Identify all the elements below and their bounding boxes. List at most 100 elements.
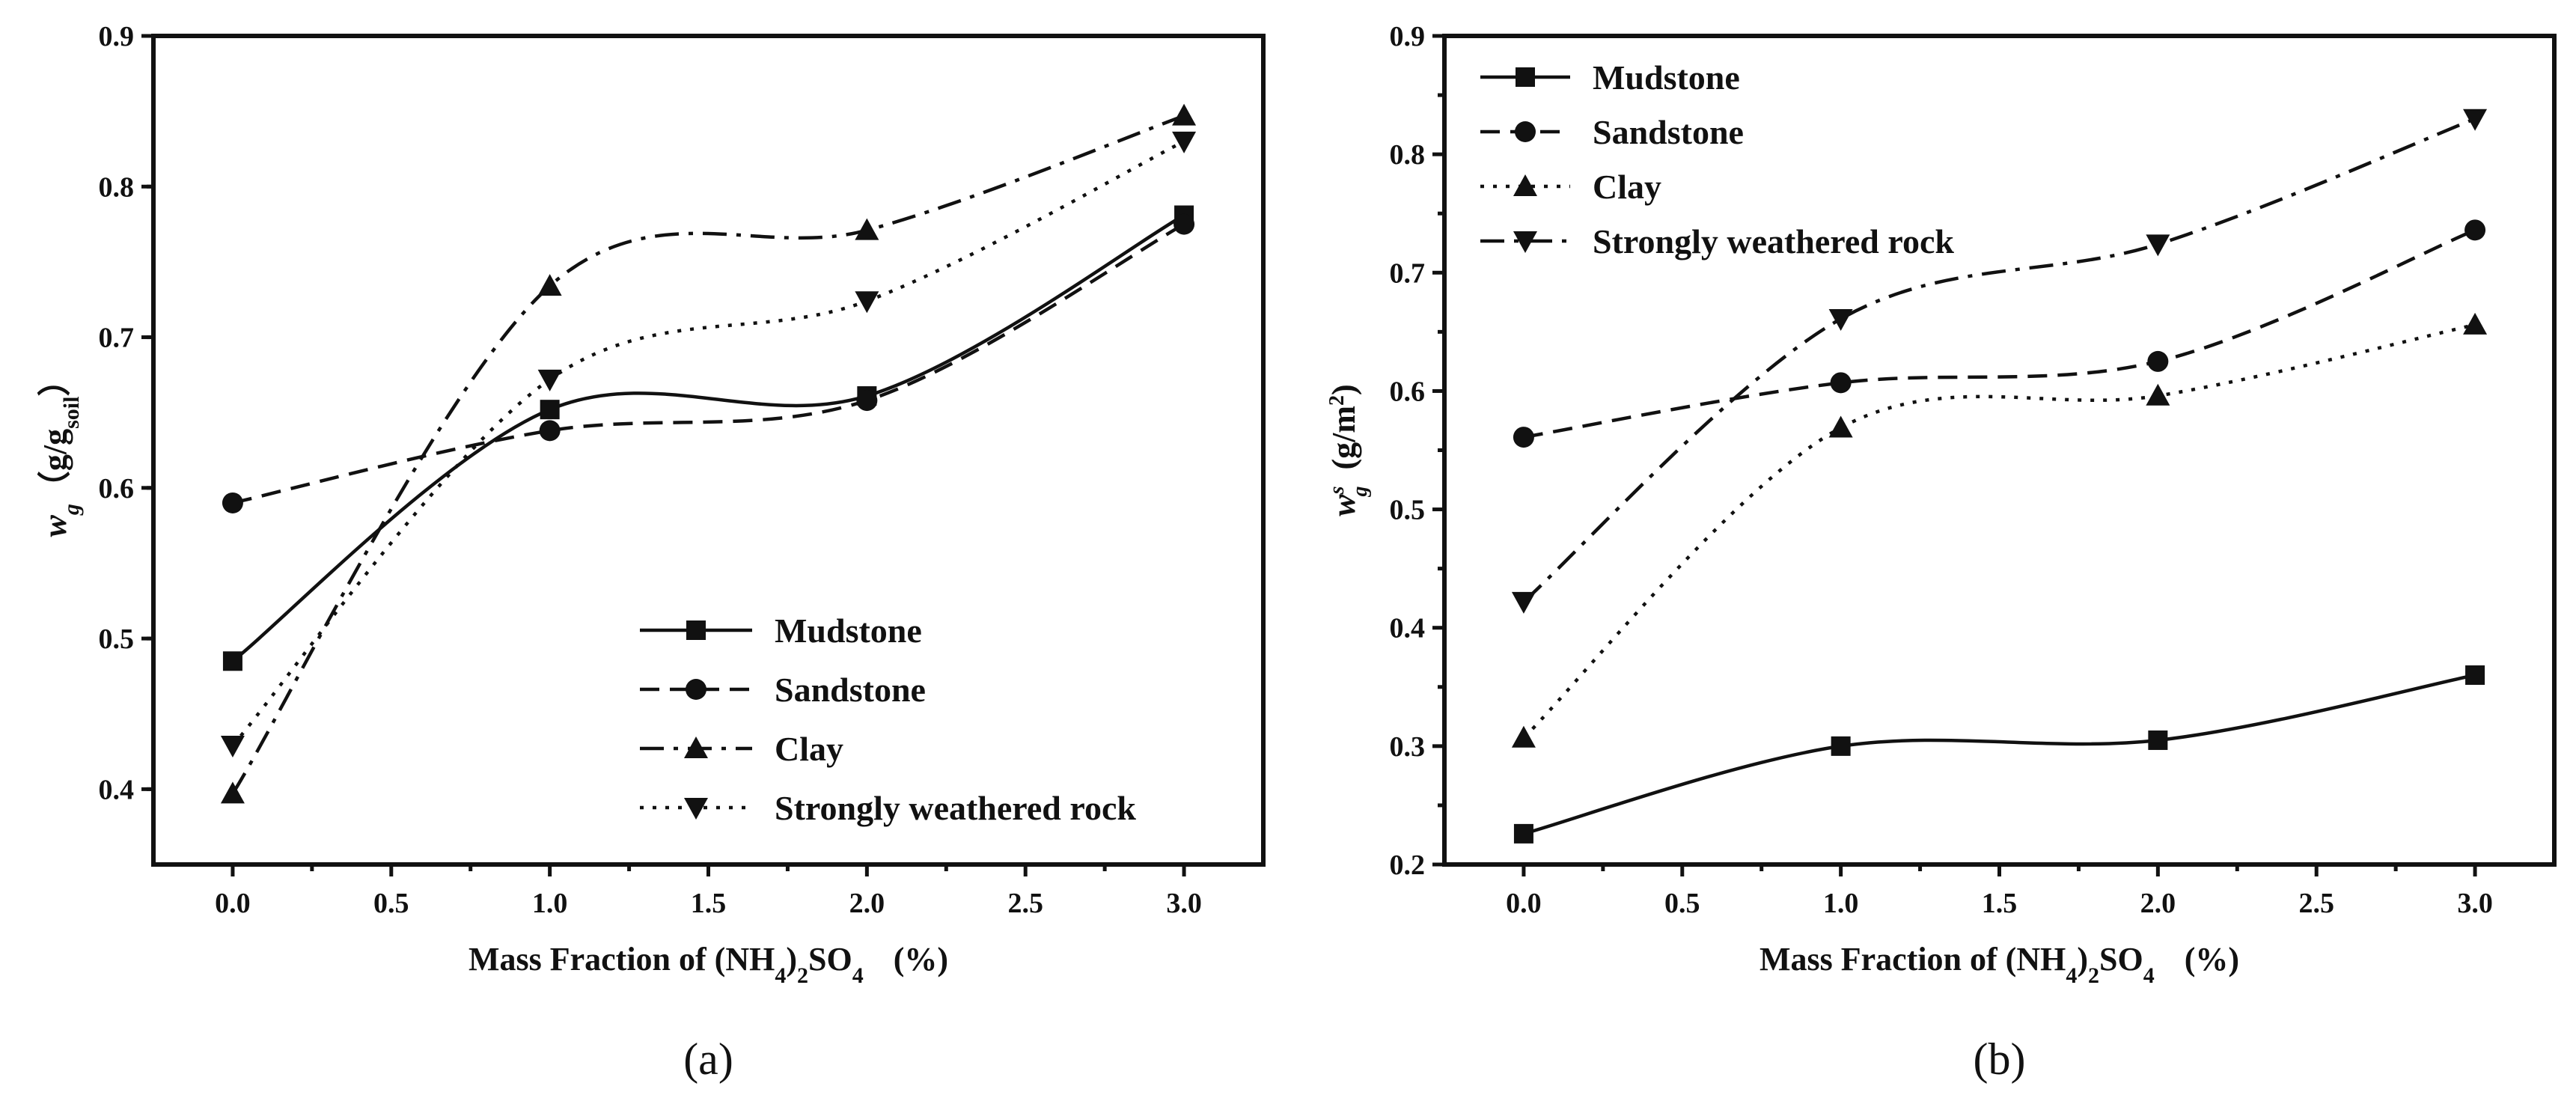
data-point-sandstone (2464, 219, 2486, 241)
data-point-strongly-weathered-rock (1828, 308, 1853, 331)
panel-a-ticks: 0.0 0.5 1.0 1.5 2.0 2.5 3.0 0.4 0.5 0.6 0.7 0.8 0.9 (99, 21, 1202, 919)
data-point-strongly-weathered-rock (1172, 131, 1197, 153)
panel-a-y-axis-title: wg（g/gsoil） (37, 364, 84, 537)
data-point-clay (855, 218, 879, 240)
panel-b-chart: 0.0 0.5 1.0 1.5 2.0 2.5 3.0 0.2 0.3 0.4 0.5 0.6 0.7 0… (1325, 21, 2557, 1084)
legend-marker-sandstone (1515, 121, 1536, 142)
x-tick-label: 2.5 (1007, 888, 1043, 919)
series-line-strongly-weathered-rock (231, 139, 1185, 747)
x-tick-label: 2.0 (2140, 888, 2176, 919)
legend-label-clay: Clay (1593, 168, 1661, 206)
data-point-strongly-weathered-rock (2463, 109, 2488, 131)
x-tick-label: 1.5 (1982, 888, 2018, 919)
panel-a-x-axis-title: Mass Fraction of (NH4)2SO4 (%) (468, 941, 948, 988)
data-point-sandstone (1830, 372, 1852, 394)
y-tick-label: 0.6 (1390, 376, 1426, 407)
y-tick-label: 0.4 (99, 774, 135, 805)
data-point-clay (220, 781, 245, 804)
data-point-mudstone (2465, 665, 2485, 685)
series-line-mudstone (1523, 673, 2476, 836)
data-point-strongly-weathered-rock (855, 291, 879, 314)
panel-a-legend: Mudstone Sandstone Clay Strongly weathered … (640, 612, 1136, 827)
data-point-sandstone (856, 390, 878, 412)
y-tick-label: 0.4 (1390, 613, 1426, 644)
data-point-mudstone (222, 651, 242, 671)
legend-label-sandstone: Sandstone (775, 671, 926, 709)
data-point-mudstone (540, 400, 560, 420)
legend-marker-strongly-weathered-rock (1513, 231, 1537, 253)
y-tick-label: 0.6 (99, 473, 135, 504)
data-point-sandstone (2147, 350, 2169, 372)
panel-b-plot-frame (1442, 34, 2557, 867)
data-point-strongly-weathered-rock (220, 735, 245, 757)
data-point-strongly-weathered-rock (2146, 234, 2170, 257)
x-tick-label: 0.0 (1506, 888, 1542, 919)
y-tick-label: 0.2 (1390, 850, 1426, 881)
data-point-clay (537, 274, 562, 296)
series-line-mudstone (231, 213, 1185, 663)
panel-b-legend: Mudstone Sandstone Clay Strongly weathered … (1480, 58, 1954, 260)
y-tick-label: 0.3 (1390, 731, 1426, 763)
series-line-clay (231, 114, 1185, 795)
panel-a-series (231, 114, 1185, 795)
legend-marker-strongly-weathered-rock (684, 798, 708, 820)
x-tick-label: 2.0 (849, 888, 885, 919)
x-tick-label: 3.0 (1166, 888, 1202, 919)
x-tick-label: 0.5 (1664, 888, 1700, 919)
data-point-mudstone (2148, 730, 2168, 750)
legend-label-clay: Clay (775, 730, 843, 768)
panel-a-chart: 0.0 0.5 1.0 1.5 2.0 2.5 3.00.40.50.60.70.80.9 … (37, 21, 1266, 1084)
panel-b-markers (1511, 109, 2488, 844)
y-tick-label: 0.7 (99, 323, 135, 354)
legend-label-mudstone: Mudstone (775, 612, 922, 650)
x-tick-label: 0.5 (373, 888, 409, 919)
x-tick-label: 3.0 (2457, 888, 2493, 919)
y-tick-label: 0.9 (1390, 21, 1426, 52)
data-point-sandstone (539, 420, 561, 442)
data-point-sandstone (222, 492, 243, 513)
x-tick-label: 0.0 (215, 888, 251, 919)
x-tick-label: 2.5 (2298, 888, 2334, 919)
legend-label-strongly-weathered-rock: Strongly weathered rock (775, 789, 1136, 827)
legend-marker-mudstone (686, 620, 706, 640)
legend-marker-clay (684, 737, 708, 758)
y-tick-label: 0.9 (99, 21, 135, 52)
data-point-clay (1172, 103, 1197, 126)
data-point-strongly-weathered-rock (537, 369, 562, 391)
panel-b-ticks: 0.0 0.5 1.0 1.5 2.0 2.5 3.0 0.2 0.3 0.4 0.5 0.6 0.7 0… (1390, 21, 2493, 919)
series-line-sandstone (1523, 228, 2476, 439)
y-tick-label: 0.8 (1390, 139, 1426, 171)
y-tick-label: 0.8 (99, 171, 135, 203)
data-point-sandstone (1513, 427, 1534, 448)
series-line-sandstone (232, 222, 1185, 505)
data-point-mudstone (1831, 736, 1851, 756)
y-tick-label: 0.7 (1390, 257, 1426, 289)
legend-marker-sandstone (686, 679, 706, 700)
legend-marker-clay (1513, 174, 1537, 196)
data-point-mudstone (1513, 823, 1533, 844)
x-tick-label: 1.0 (532, 888, 568, 919)
legend-label-sandstone: Sandstone (1593, 113, 1744, 151)
series-line-strongly-weathered-rock (1522, 117, 2476, 603)
panel-b-caption: (b) (1974, 1034, 2026, 1084)
x-tick-label: 1.5 (691, 888, 727, 919)
series-line-clay (1522, 323, 2476, 739)
data-point-strongly-weathered-rock (1511, 591, 1536, 614)
legend-label-mudstone: Mudstone (1593, 58, 1740, 97)
panel-b-x-axis-title: Mass Fraction of (NH4)2SO4 (%) (1759, 941, 2239, 988)
data-point-clay (1511, 725, 1536, 748)
panel-a-markers (220, 103, 1197, 804)
panel-a-plot-frame (151, 34, 1266, 867)
data-point-clay (2146, 383, 2170, 406)
panel-b-series (1522, 117, 2476, 836)
panel-a-caption: (a) (683, 1034, 733, 1084)
data-point-sandstone (1173, 213, 1195, 235)
y-tick-label: 0.5 (1390, 495, 1426, 526)
data-point-clay (2463, 312, 2488, 335)
y-tick-label: 0.5 (99, 623, 135, 655)
panel-b-y-axis-title: wsg(g/m2) (1325, 384, 1372, 516)
legend-marker-mudstone (1516, 67, 1535, 87)
x-tick-label: 1.0 (1823, 888, 1859, 919)
legend-label-strongly-weathered-rock: Strongly weathered rock (1593, 222, 1954, 260)
